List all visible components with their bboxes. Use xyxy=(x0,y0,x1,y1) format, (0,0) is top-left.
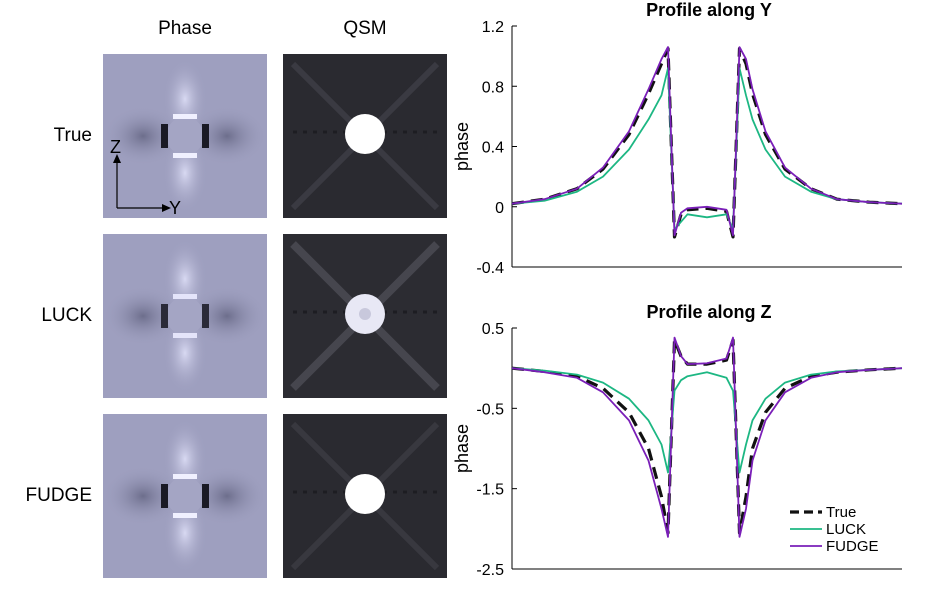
phase-image-luck xyxy=(103,234,267,398)
chart-0-series-fudge xyxy=(511,46,903,237)
chart-0-ytick-label: 0 xyxy=(495,200,504,217)
chart-1-series-luck xyxy=(511,367,903,474)
row-label-luck: LUCK xyxy=(41,305,92,326)
chart-1-title: Profile along Z xyxy=(646,302,771,322)
chart-1-ytick-label: 0.5 xyxy=(482,321,504,338)
legend-label-fudge: FUDGE xyxy=(826,538,879,555)
row-label-fudge: FUDGE xyxy=(25,485,93,506)
column-header-phase: Phase xyxy=(158,18,212,39)
chart-0-ytick-label: 0.8 xyxy=(482,79,504,96)
chart-0-ytick-label: 0.4 xyxy=(482,140,504,157)
chart-1-ytick-label: -2.5 xyxy=(476,562,504,579)
column-header-qsm: QSM xyxy=(343,18,387,39)
chart-0-ytick-label: -0.4 xyxy=(476,260,504,277)
row-label-true: True xyxy=(53,125,92,146)
chart-0-ytick-label: 1.2 xyxy=(482,19,504,36)
phase-image-fudge xyxy=(103,414,267,578)
chart-0-ylabel: phase xyxy=(452,122,472,171)
chart-0-title: Profile along Y xyxy=(646,0,772,20)
qsm-image-true xyxy=(283,54,447,218)
chart-1-series-fudge xyxy=(511,336,903,538)
chart-1-ytick-label: -1.5 xyxy=(476,482,504,499)
chart-0-series-true xyxy=(511,46,903,239)
axis-indicator: Z Y xyxy=(110,137,181,218)
chart-0-series-luck xyxy=(511,67,903,231)
qsm-image-luck xyxy=(283,234,447,398)
legend-label-luck: LUCK xyxy=(826,521,866,538)
chart-1-ytick-label: -0.5 xyxy=(476,401,504,418)
phase-image-true xyxy=(103,54,267,218)
chart-1-ylabel: phase xyxy=(452,424,472,473)
axis-label-y: Y xyxy=(169,198,181,218)
legend-label-true: True xyxy=(826,504,856,521)
axis-label-z: Z xyxy=(110,137,121,157)
qsm-image-fudge xyxy=(283,414,447,578)
